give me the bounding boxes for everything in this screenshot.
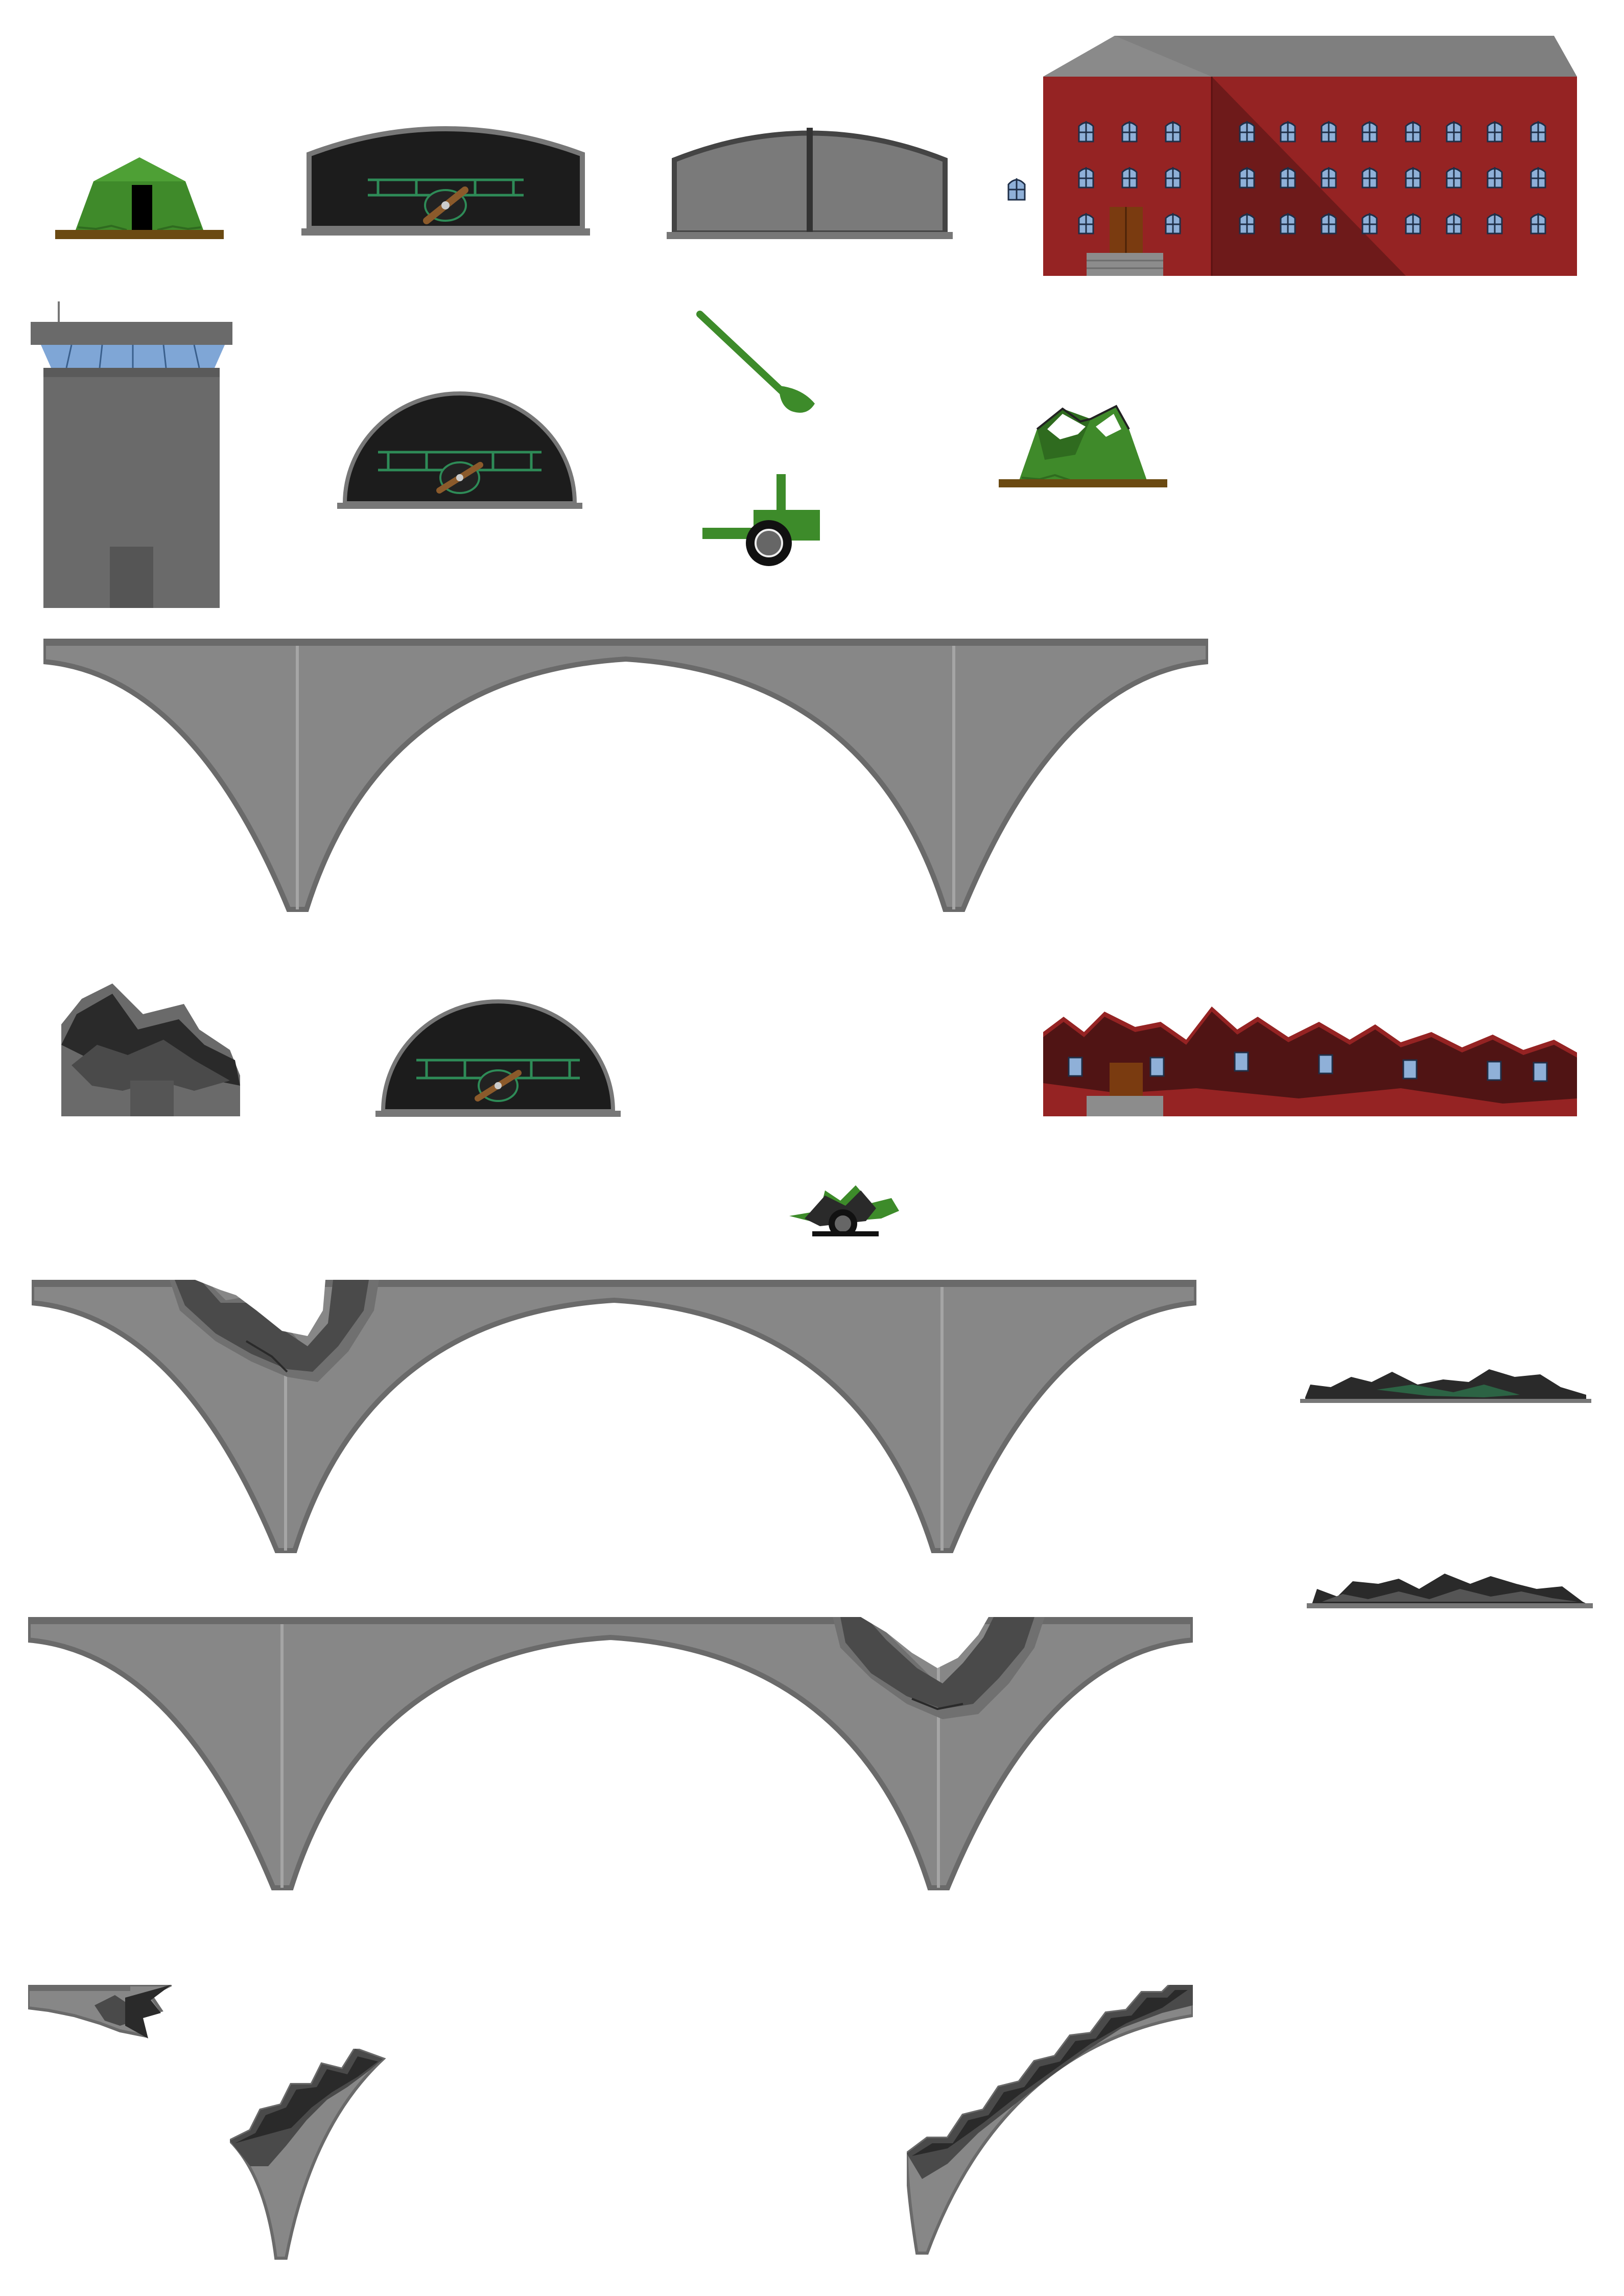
barracks-destroyed-sprite [1043, 1001, 1577, 1116]
arch-bridge-damaged-right-sprite [28, 1617, 1193, 1893]
window-tile-sprite [1007, 175, 1026, 201]
round-hangar-biplane-variant-sprite [375, 996, 621, 1121]
control-tower-destroyed-sprite [61, 983, 240, 1116]
gun-carriage-sprite [702, 474, 825, 571]
arch-bridge-sprite [43, 639, 1208, 915]
tent-damaged-sprite [999, 399, 1167, 488]
field-gun-destroyed-sprite [789, 1180, 902, 1236]
arch-bridge-damaged-left-sprite [32, 1280, 1196, 1556]
hangar-open-biplane-sprite [301, 113, 590, 239]
round-hangar-biplane-sprite [337, 388, 582, 513]
barracks-building-sprite [1043, 36, 1577, 276]
bridge-fragment-left-pier-sprite [230, 2049, 388, 2263]
rubble-hangar-closed-sprite [1307, 1553, 1593, 1609]
tent-sprite [55, 153, 224, 243]
rubble-hangar-sprite [1300, 1349, 1591, 1405]
hangar-closed-sprite [667, 116, 953, 242]
bridge-fragment-left-deck-sprite [28, 1985, 176, 2056]
bridge-fragment-right-pier-sprite [907, 1985, 1193, 2258]
control-tower-sprite [31, 301, 235, 608]
gun-barrel-sprite [692, 307, 820, 419]
